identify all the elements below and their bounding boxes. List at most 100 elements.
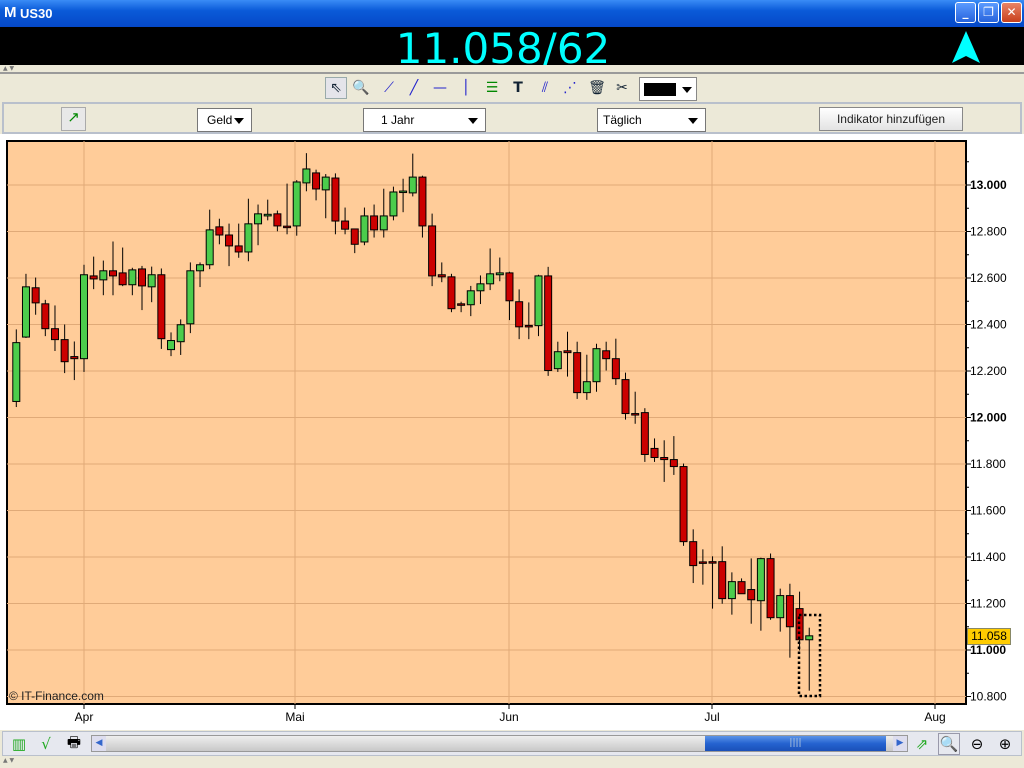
candle-body [747,589,756,601]
candle-body [109,270,117,277]
candle-body [476,283,485,292]
x-tick-label: Jun [499,710,518,724]
candle-body [60,339,69,363]
line-segment-icon[interactable]: ⟋ [384,80,394,96]
candle-body [563,350,572,354]
candle-body [486,273,495,285]
candle-body [89,275,98,280]
candle-body [466,290,475,306]
candle-body [573,352,582,394]
y-tick-label: 12.200 [970,364,1007,378]
trend-line-icon[interactable]: ╱ [409,80,419,96]
add-indicator-button[interactable]: Indikator hinzufügen [819,107,963,131]
candle-body [41,303,50,330]
zoom-in-icon[interactable]: 🔍 [352,80,370,96]
quote-type-value: Geld [207,113,233,127]
select-pointer-icon[interactable]: ⇖ [325,77,347,99]
x-tick-label: Apr [75,710,94,724]
candle-body [370,215,379,231]
chart-draw-icon[interactable]: ↗ [61,107,86,131]
vertical-line-icon[interactable]: │ [461,80,471,96]
close-button[interactable]: ✕ [1001,2,1022,23]
scroll-thumb[interactable]: |||| [705,736,886,751]
zoom-out-icon[interactable]: ⊖ [970,735,984,753]
chart-type-icon[interactable]: ▥ [11,735,27,753]
candle-body [99,270,108,281]
candle-body [737,581,746,595]
candle-body [553,351,562,370]
candle-body [70,356,79,360]
parallel-channel-icon[interactable]: ⫽ [541,80,549,96]
scroll-left-button[interactable]: ◀ [92,736,106,751]
minimize-button[interactable]: _ [955,2,976,23]
chevron-down-icon [234,118,244,124]
splitter-bottom[interactable]: ▲ ▼ [0,757,1024,768]
maximize-button[interactable]: ❐ [978,2,999,23]
horizontal-line-icon[interactable]: — [433,80,447,96]
interval-select[interactable]: Täglich [597,108,706,132]
print-icon[interactable]: 🖶 [66,732,82,751]
chart-settings-icon[interactable]: ⇗ [915,735,929,753]
y-tick-label: 10.800 [970,690,1007,704]
candle-body [718,561,727,600]
window-title: US30 [20,6,53,21]
candle-body [321,176,330,191]
zoom-fit-icon[interactable]: 🔍 [938,733,960,755]
candle-body [698,561,707,564]
candle-body [408,176,417,194]
scroll-right-button[interactable]: ▶ [893,736,907,751]
candle-body [147,274,156,288]
candle-body [582,381,591,394]
candle-body [756,558,765,602]
fibonacci-icon[interactable]: ☰ [485,80,499,96]
dotted-line-icon[interactable]: ⋰ [563,80,577,96]
chevron-down-icon [688,118,698,124]
period-select[interactable]: 1 Jahr [363,108,486,132]
candle-body [360,215,369,243]
x-tick-label: Mai [285,710,304,724]
y-tick-label: 11.600 [970,504,1006,518]
candle-body [118,272,127,286]
chart-options-bar: ↗ Geld 1 Jahr Täglich Indikator hinzufüg… [2,102,1022,134]
candle-body [331,177,340,222]
tools-icon[interactable]: ✂ [616,80,628,96]
trash-icon[interactable]: 🗑 [588,80,606,96]
candle-body [689,541,698,567]
candle-body [186,270,195,325]
candle-body [428,225,437,277]
candle-body [631,413,640,416]
candle-body [215,226,224,236]
price-ticker: 11.058/62 [0,24,1024,73]
x-tick-label: Jul [704,710,719,724]
candle-body [727,581,736,600]
candle-body [534,275,543,327]
candle-body [650,447,659,458]
indicators-icon[interactable]: √ [41,735,51,753]
plot-area [6,140,967,705]
chart-area[interactable]: 13.000 12.800 12.600 12.400 12.200 12.000 11.8… [0,134,1024,730]
candle-body [437,274,446,278]
y-tick-label: 11.200 [970,597,1006,611]
candle-body [399,190,408,194]
text-tool-icon[interactable]: T [513,80,523,96]
horizontal-scrollbar[interactable]: ◀ |||| ▶ [91,735,908,752]
y-tick-label: 11.800 [970,457,1006,471]
candle-body [50,328,59,341]
candle-body [766,558,775,619]
y-tick-label: 11.000 [970,643,1006,657]
color-swatch [644,83,676,96]
splitter-top[interactable]: ▲ ▼ [0,65,1024,73]
line-color-picker[interactable] [639,77,697,101]
candlestick-chart[interactable]: 13.000 12.800 12.600 12.400 12.200 12.000 11.8… [0,134,1024,730]
bottom-toolbar: ▥ √ 🖶 ◀ |||| ▶ ⇗ 🔍 ⊖ ⊕ [2,731,1022,756]
candle-body [805,635,814,641]
candle-body [640,412,649,455]
period-value: 1 Jahr [381,113,415,127]
candle-body [524,324,533,328]
selection-box [797,613,822,698]
quote-type-select[interactable]: Geld [197,108,252,132]
candle-body [341,220,350,230]
candle-body [602,350,611,360]
drawing-toolbar: ⇖ 🔍 ⟋ ╱ — │ ☰ T ⫽ ⋰ 🗑 ✂ [0,72,1024,102]
zoom-in-icon[interactable]: ⊕ [998,735,1012,753]
